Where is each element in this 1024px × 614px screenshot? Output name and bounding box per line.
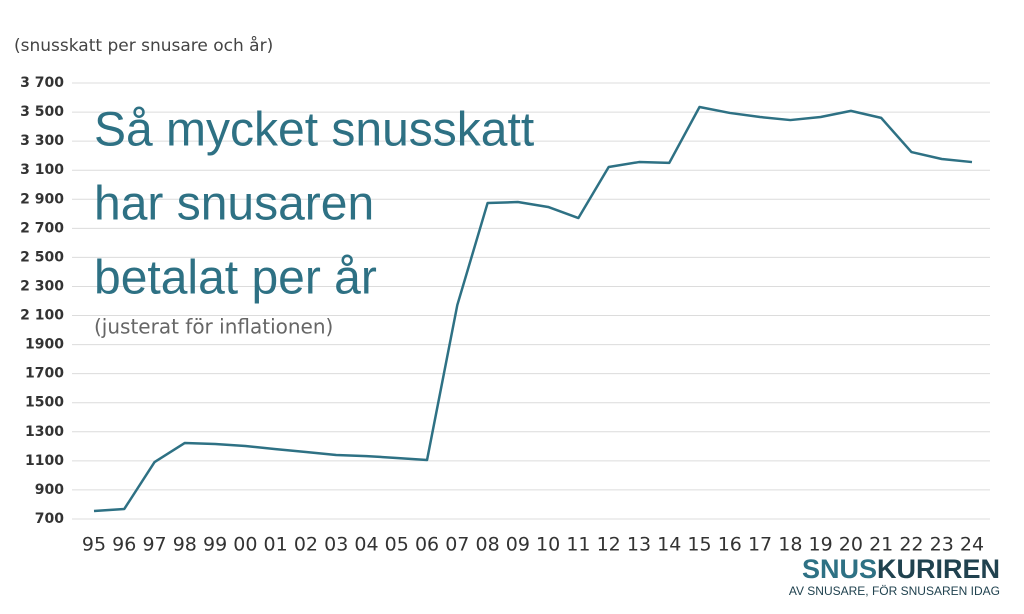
x-tick-label: 17 xyxy=(748,534,772,556)
y-tick-label: 3 500 xyxy=(20,104,64,120)
x-tick-label: 96 xyxy=(112,534,136,556)
y-tick-label: 3 300 xyxy=(20,133,64,149)
x-tick-label: 18 xyxy=(778,534,802,556)
x-tick-label: 99 xyxy=(203,534,227,556)
x-tick-label: 24 xyxy=(960,534,984,556)
x-tick-label: 04 xyxy=(354,534,378,556)
x-tick-label: 05 xyxy=(385,534,409,556)
x-tick-label: 12 xyxy=(597,534,621,556)
x-tick-label: 14 xyxy=(657,534,681,556)
x-tick-label: 13 xyxy=(627,534,651,556)
y-tick-label: 1500 xyxy=(25,395,64,411)
logo-part: KURIREN xyxy=(877,554,1000,584)
logo: SNUSKURIREN xyxy=(802,554,1000,584)
x-tick-label: 11 xyxy=(566,534,590,556)
y-tick-label: 1700 xyxy=(25,366,64,382)
y-tick-label: 2 100 xyxy=(20,308,64,324)
y-tick-label: 1300 xyxy=(25,424,64,440)
x-tick-label: 08 xyxy=(475,534,499,556)
x-tick-label: 02 xyxy=(294,534,318,556)
x-tick-label: 23 xyxy=(930,534,954,556)
x-tick-label: 10 xyxy=(536,534,560,556)
chart-subtitle: (justerat för inflationen) xyxy=(94,315,333,339)
x-tick-label: 95 xyxy=(82,534,106,556)
y-tick-label: 2 300 xyxy=(20,278,64,294)
line xyxy=(93,105,973,513)
x-tick-label: 06 xyxy=(415,534,439,556)
x-tick-label: 09 xyxy=(506,534,530,556)
y-tick-label: 3 100 xyxy=(20,162,64,178)
x-tick-label: 01 xyxy=(264,534,288,556)
y-tick-label: 900 xyxy=(35,482,64,498)
y-tick-label: 3 700 xyxy=(20,75,64,91)
x-tick-label: 22 xyxy=(899,534,923,556)
x-tick-label: 03 xyxy=(324,534,348,556)
y-tick-label: 2 900 xyxy=(20,191,64,207)
x-tick-label: 98 xyxy=(173,534,197,556)
x-tick-label: 00 xyxy=(233,534,257,556)
x-tick-label: 19 xyxy=(809,534,833,556)
x-tick-label: 20 xyxy=(839,534,863,556)
x-tick-label: 97 xyxy=(142,534,166,556)
y-tick-label: 1100 xyxy=(25,453,64,469)
chart-title: har snusaren xyxy=(94,178,374,231)
logo-tagline: AV SNUSARE, FÖR SNUSAREN IDAG xyxy=(789,584,1000,598)
x-tick-label: 16 xyxy=(718,534,742,556)
y-tick-label: 2 700 xyxy=(20,220,64,236)
chart-title: betalat per år xyxy=(94,252,377,305)
y-axis-label: (snusskatt per snusare och år) xyxy=(14,35,273,56)
y-tick-label: 700 xyxy=(35,511,64,527)
chart-title: Så mycket snusskatt xyxy=(94,104,534,157)
y-tick-label: 1900 xyxy=(25,337,64,353)
logo-part: SNUS xyxy=(802,554,877,584)
x-tick-label: 07 xyxy=(445,534,469,556)
x-tick-label: 21 xyxy=(869,534,893,556)
x-tick-label: 15 xyxy=(687,534,711,556)
y-tick-label: 2 500 xyxy=(20,249,64,265)
